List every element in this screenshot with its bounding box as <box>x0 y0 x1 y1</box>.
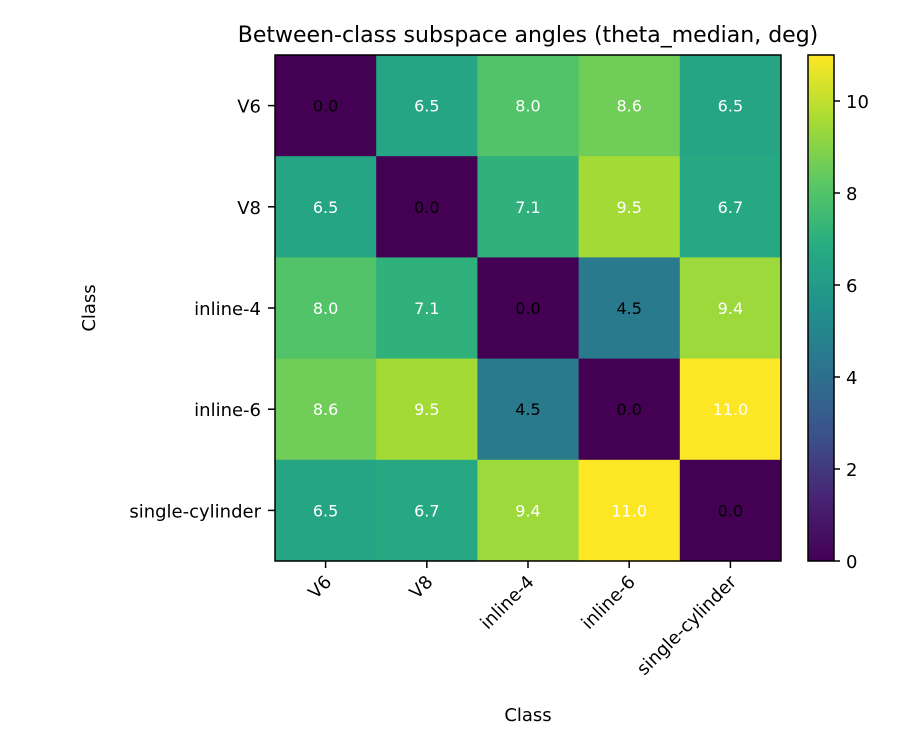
heatmap-cell <box>679 358 782 461</box>
x-axis-label: Class <box>504 705 551 726</box>
cell-value-label: 0.0 <box>414 198 439 217</box>
heatmap-cell <box>679 459 782 562</box>
cell-value-label: 6.7 <box>718 198 743 217</box>
heatmap-cell <box>275 459 377 562</box>
heatmap-cell <box>679 55 782 157</box>
heatmap-cells <box>275 55 782 562</box>
x-tick-label: V8 <box>406 572 438 604</box>
cell-value-label: 7.1 <box>515 198 540 217</box>
cell-value-label: 6.5 <box>414 97 439 116</box>
cell-value-label: 8.0 <box>313 299 338 318</box>
heatmap-cell <box>578 257 681 360</box>
y-axis-label: Class <box>79 284 100 331</box>
x-tick-label: inline-6 <box>578 572 640 634</box>
cell-value-label: 8.0 <box>515 97 540 116</box>
colorbar-tick-label: 4 <box>846 368 857 389</box>
cell-value-label: 9.5 <box>616 198 641 217</box>
heatmap-cell <box>477 55 580 157</box>
cell-value-label: 0.0 <box>313 97 338 116</box>
heatmap-cell <box>376 156 478 258</box>
heatmap-cell <box>376 358 478 461</box>
y-tick-label: single-cylinder <box>129 501 261 522</box>
y-axis-ticks: V6 V8 inline-4 inline-6 single-cylinder <box>129 97 275 522</box>
cell-value-label: 7.1 <box>414 299 439 318</box>
cell-value-label: 9.5 <box>414 400 439 419</box>
cell-value-label: 11.0 <box>611 501 647 520</box>
heatmap-cell <box>477 459 580 562</box>
heatmap-cell <box>477 358 580 461</box>
heatmap-cell <box>578 156 681 258</box>
y-tick-label: inline-6 <box>194 400 261 421</box>
cell-value-label: 4.5 <box>616 299 641 318</box>
heatmap-cell <box>275 257 377 360</box>
heatmap-cell <box>376 55 478 157</box>
colorbar-tick-label: 10 <box>846 92 869 113</box>
heatmap-cell <box>578 459 681 562</box>
heatmap-cell <box>578 55 681 157</box>
cell-value-label: 9.4 <box>718 299 743 318</box>
y-tick-label: V6 <box>237 97 261 118</box>
cell-value-label: 0.0 <box>515 299 540 318</box>
colorbar-tick-label: 0 <box>846 552 857 573</box>
cell-value-label: 6.5 <box>718 97 743 116</box>
heatmap-cell <box>376 459 478 562</box>
cell-value-label: 6.5 <box>313 501 338 520</box>
heatmap-cell <box>679 257 782 360</box>
heatmap-cell <box>477 156 580 258</box>
cell-value-label: 4.5 <box>515 400 540 419</box>
y-tick-label: inline-4 <box>194 299 261 320</box>
x-tick-label: V6 <box>304 572 336 604</box>
heatmap-cell <box>275 156 377 258</box>
colorbar-tick-label: 2 <box>846 460 857 481</box>
heatmap-cell <box>477 257 580 360</box>
cell-value-label: 11.0 <box>713 400 749 419</box>
y-tick-label: V8 <box>237 198 261 219</box>
cell-value-label: 8.6 <box>313 400 338 419</box>
heatmap-cell <box>275 55 377 157</box>
heatmap-cell <box>376 257 478 360</box>
heatmap-cell-labels: 0.0 6.5 8.0 8.6 6.5 6.5 0.0 7.1 9.5 6.7 8.0 7.1 0.0 4… <box>313 97 748 521</box>
colorbar <box>807 54 835 562</box>
cell-value-label: 6.7 <box>414 501 439 520</box>
colorbar-tick-label: 6 <box>846 276 857 297</box>
heatmap-cell <box>578 358 681 461</box>
cell-value-label: 8.6 <box>616 97 641 116</box>
colorbar-ticks: 0 2 4 6 8 10 <box>834 92 869 573</box>
cell-value-label: 6.5 <box>313 198 338 217</box>
x-tick-label: single-cylinder <box>633 571 741 679</box>
cell-value-label: 0.0 <box>616 400 641 419</box>
cell-value-label: 9.4 <box>515 501 540 520</box>
cell-value-label: 0.0 <box>718 501 743 520</box>
heatmap-cell <box>679 156 782 258</box>
heatmap-cell <box>275 358 377 461</box>
colorbar-tick-label: 8 <box>846 184 857 205</box>
chart-title: Between-class subspace angles (theta_med… <box>238 23 819 48</box>
x-tick-label: inline-4 <box>476 572 538 634</box>
